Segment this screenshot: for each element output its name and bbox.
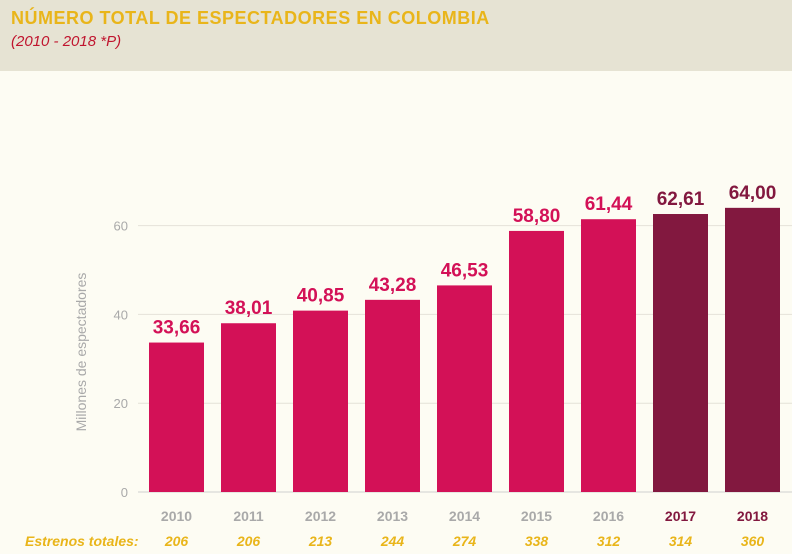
bar-2012 — [293, 310, 348, 492]
bar-2010 — [149, 342, 204, 492]
releases-value-2013: 244 — [380, 533, 405, 549]
data-label-2014: 46,53 — [441, 260, 489, 281]
releases-value-2018: 360 — [741, 533, 765, 549]
y-axis-label: Millones de espectadores — [73, 273, 89, 432]
chart-subtitle: (2010 - 2018 *P) — [11, 33, 122, 50]
y-tick-label: 0 — [121, 485, 128, 500]
releases-value-2017: 314 — [669, 533, 693, 549]
data-label-2015: 58,80 — [513, 206, 561, 227]
x-tick-label-2017: 2017 — [665, 508, 696, 524]
x-tick-label-2014: 2014 — [449, 508, 480, 524]
releases-value-2012: 213 — [308, 533, 333, 549]
x-tick-label-2013: 2013 — [377, 508, 408, 524]
chart-title: NÚMERO TOTAL DE ESPECTADORES EN COLOMBIA — [11, 8, 490, 28]
data-label-2018: 64,00 — [729, 183, 777, 204]
releases-value-2011: 206 — [236, 533, 261, 549]
bar-2017 — [653, 214, 708, 492]
data-label-2017: 62,61 — [657, 189, 705, 210]
y-tick-label: 60 — [114, 219, 128, 234]
x-tick-label-2018: 2018 — [737, 508, 768, 524]
bar-2018 — [725, 207, 780, 492]
bar-2013 — [365, 299, 420, 492]
data-label-2013: 43,28 — [369, 275, 417, 296]
releases-value-2015: 338 — [525, 533, 549, 549]
bar-2016 — [581, 219, 636, 492]
data-label-2010: 33,66 — [153, 318, 201, 339]
data-label-2016: 61,44 — [585, 194, 633, 215]
bar-2015 — [509, 230, 564, 493]
y-tick-label: 40 — [114, 307, 128, 322]
x-tick-label-2012: 2012 — [305, 508, 336, 524]
releases-value-2010: 206 — [164, 533, 189, 549]
x-tick-label-2011: 2011 — [233, 508, 264, 524]
releases-value-2014: 274 — [452, 533, 477, 549]
bar-2014 — [437, 285, 492, 492]
x-tick-label-2015: 2015 — [521, 508, 552, 524]
header-band: NÚMERO TOTAL DE ESPECTADORES EN COLOMBIA… — [0, 0, 792, 71]
x-tick-label-2016: 2016 — [593, 508, 624, 524]
data-label-2012: 40,85 — [297, 286, 345, 307]
releases-label: Estrenos totales: — [25, 533, 139, 549]
x-tick-label-2010: 2010 — [161, 508, 192, 524]
bar-2011 — [221, 323, 276, 492]
data-label-2011: 38,01 — [225, 298, 273, 319]
releases-value-2016: 312 — [597, 533, 621, 549]
y-tick-label: 20 — [114, 396, 128, 411]
